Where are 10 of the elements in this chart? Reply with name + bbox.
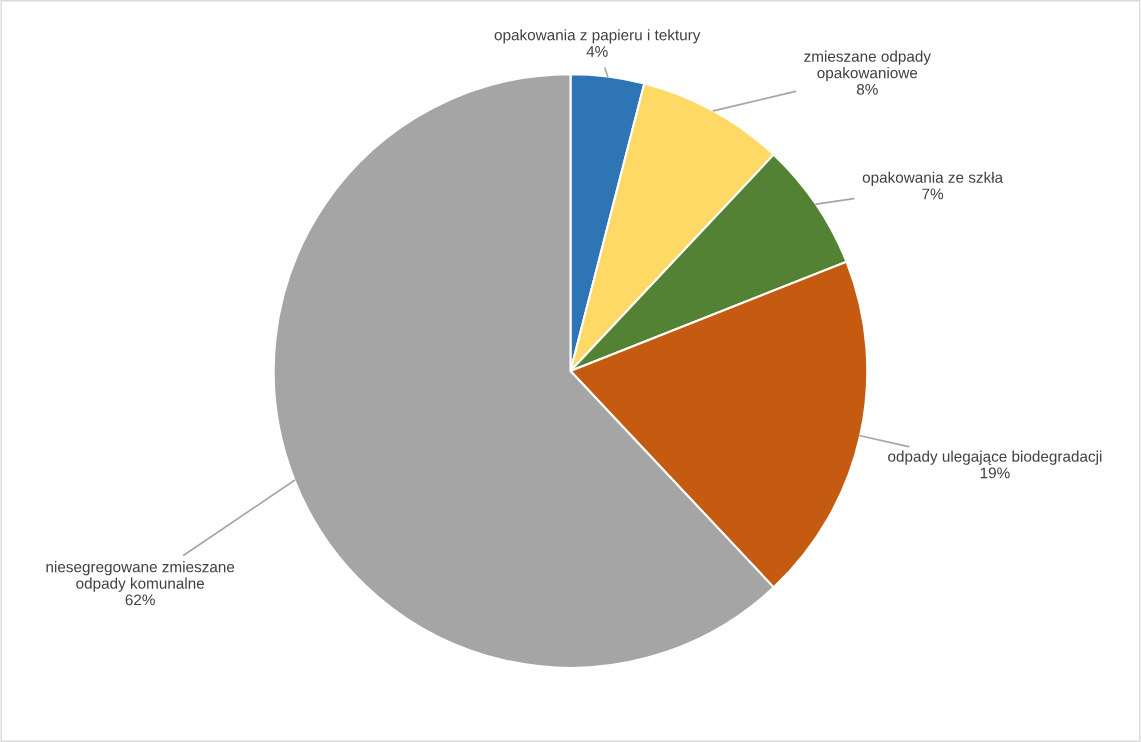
- data-label: 7%: [922, 188, 944, 200]
- slice-label: opakowania z papieru i tektury: [494, 29, 701, 44]
- slice-label: niesegregowane zmieszane odpady komunalne: [46, 561, 235, 592]
- slice-label: opakowania ze szkła: [862, 171, 1004, 186]
- data-label: 4%: [586, 46, 608, 57]
- data-label: 19%: [980, 467, 1010, 479]
- slice-label: odpady ulegające biodegradacji: [888, 450, 1102, 465]
- data-label: 62%: [125, 594, 155, 606]
- slice-label: zmieszane odpady opakowaniowe: [804, 50, 931, 82]
- data-label: 8%: [856, 83, 878, 95]
